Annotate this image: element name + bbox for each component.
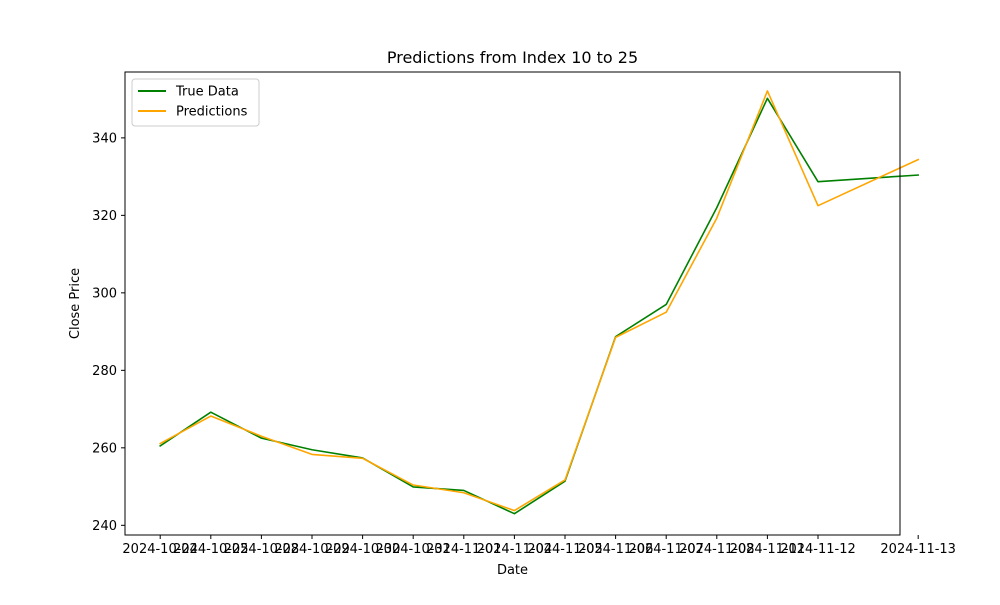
- x-tick-label: 2024-10-31: [375, 542, 451, 557]
- x-tick-label: 2024-11-05: [527, 542, 603, 557]
- x-axis-label: Date: [497, 563, 528, 578]
- y-tick-label: 260: [92, 441, 117, 456]
- x-tick-label: 2024-10-28: [224, 542, 300, 557]
- series-line-predictions: [159, 90, 920, 512]
- x-tick-label: 2024-11-06: [578, 542, 654, 557]
- y-tick-label: 340: [92, 131, 117, 146]
- legend: True Data Predictions: [131, 78, 260, 127]
- y-tick-label: 320: [92, 209, 117, 224]
- axes-frame: [124, 71, 901, 536]
- x-tick-label: 2024-11-08: [679, 542, 755, 557]
- chart-title: Predictions from Index 10 to 25: [387, 48, 638, 67]
- x-tick-label: 2024-11-07: [628, 542, 704, 557]
- y-tick-label: 240: [92, 519, 117, 534]
- x-tick-label: 2024-10-25: [173, 542, 249, 557]
- x-tick-label: 2024-11-01: [426, 542, 502, 557]
- x-tick-label: 2024-10-24: [122, 542, 198, 557]
- x-tick-label: 2024-11-11: [730, 542, 806, 557]
- plot-area: [159, 90, 920, 515]
- x-tick-label: 2024-11-13: [880, 542, 956, 557]
- legend-label-true-data: True Data: [175, 85, 239, 100]
- y-axis: 240 260 280 300 320 340: [92, 131, 125, 534]
- y-tick-label: 280: [92, 364, 117, 379]
- legend-label-predictions: Predictions: [176, 105, 248, 120]
- y-axis-label: Close Price: [68, 268, 83, 339]
- x-tick-label: 2024-10-30: [325, 542, 401, 557]
- x-axis: 2024-10-242024-10-252024-10-282024-10-29…: [122, 535, 956, 557]
- x-tick-label: 2024-11-12: [780, 542, 856, 557]
- x-tick-label: 2024-11-04: [477, 542, 553, 557]
- y-tick-label: 300: [92, 286, 117, 301]
- x-tick-label: 2024-10-29: [274, 542, 350, 557]
